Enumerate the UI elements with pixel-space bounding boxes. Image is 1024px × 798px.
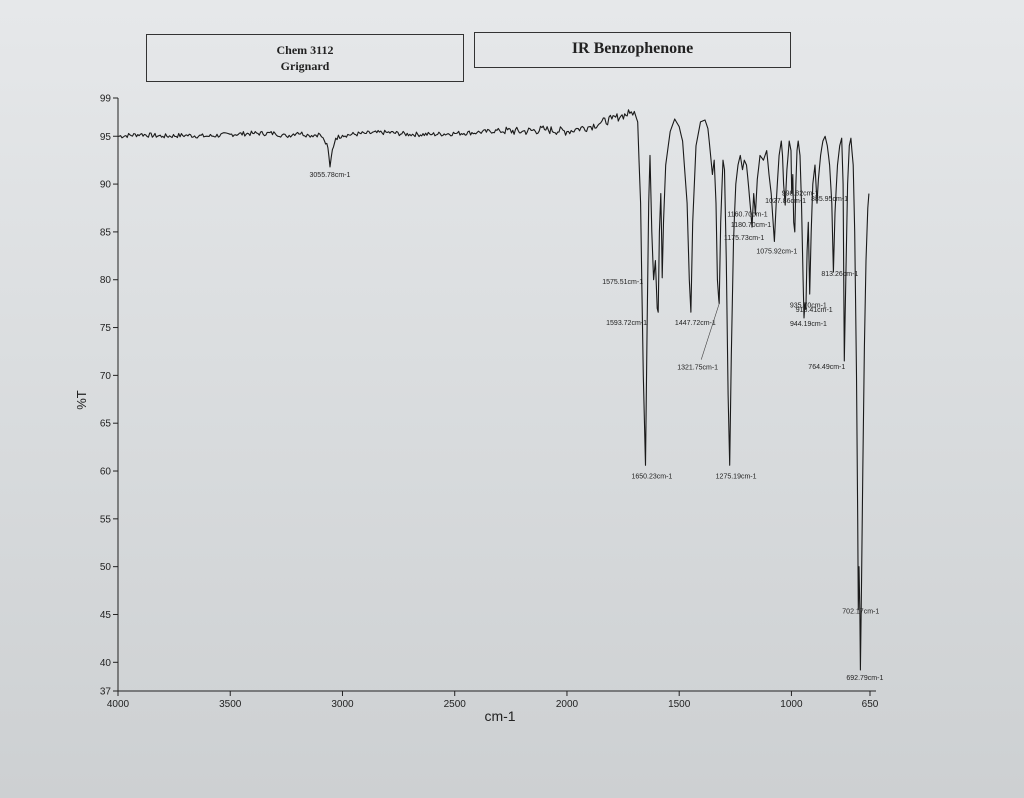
x-tick-label: 1000	[780, 699, 803, 710]
x-tick-label: 2000	[556, 699, 579, 710]
peak-label: 813.26cm-1	[821, 271, 858, 278]
course-label: Chem 3112	[276, 43, 334, 57]
y-tick-label: 40	[100, 658, 112, 669]
y-tick-label: 90	[100, 180, 112, 191]
y-tick-label: 80	[100, 275, 112, 286]
peak-label: 692.79cm-1	[846, 675, 883, 682]
x-tick-label: 2500	[444, 699, 467, 710]
peak-label: 1575.51cm-1	[602, 279, 643, 286]
x-tick-label: 3000	[331, 699, 354, 710]
peak-annotations: 3055.78cm-1 1575.51cm-1 1593.72cm-1 1447.72…	[310, 172, 884, 682]
y-axis-label: %T	[74, 390, 89, 410]
peak-label: 1447.72cm-1	[675, 320, 716, 327]
y-tick-label: 65	[100, 419, 112, 430]
peak-label: 944.19cm-1	[790, 321, 827, 328]
y-tick-label: 45	[100, 610, 112, 621]
spectrum-series	[117, 109, 870, 671]
peak-label: 1175.73cm-1	[724, 235, 764, 242]
peak-label: 885.95cm-1	[811, 196, 848, 203]
x-tick-label: 1500	[668, 699, 691, 710]
experiment-label: Grignard	[280, 59, 330, 73]
peak-label: 1160.70cm-1	[727, 212, 767, 219]
title-box: IR Benzophenone	[474, 32, 791, 68]
peak-label: 1321.75cm-1	[677, 365, 718, 372]
course-info-box: Chem 3112 Grignard	[146, 34, 464, 82]
peak-label: 1593.72cm-1	[606, 320, 647, 327]
annotation-leader	[700, 303, 720, 360]
y-tick-label: 85	[100, 227, 112, 238]
peak-label: 935.70cm-1	[790, 302, 827, 309]
x-tick-label: 3500	[219, 699, 242, 710]
y-tick-label: 60	[100, 467, 112, 478]
y-tick-label: 99	[100, 94, 112, 105]
y-tick-label: 55	[100, 514, 112, 525]
y-tick-label: 75	[100, 323, 112, 334]
peak-label: 1027.86cm-1	[765, 198, 806, 205]
peak-label: 998.82cm-1	[782, 191, 819, 198]
peak-label: 1275.19cm-1	[716, 473, 757, 480]
peak-label: 702.17cm-1	[842, 609, 879, 616]
x-tick-label: 4000	[107, 699, 130, 710]
peak-label: 1075.92cm-1	[756, 248, 797, 255]
x-tick-label: 650	[862, 699, 879, 710]
y-tick-label: 50	[100, 562, 112, 573]
axes	[117, 98, 876, 692]
x-axis-label: cm-1	[484, 708, 516, 724]
y-tick-label: 95	[100, 132, 112, 143]
peak-label: 918.41cm-1	[796, 307, 833, 314]
y-tick-label: 37	[100, 687, 112, 698]
y-axis-ticks: 37 40 45 50 55 60 65 70 75 80 85 90 95 99	[100, 94, 118, 698]
spectrum-line	[117, 109, 870, 671]
y-tick-label: 70	[100, 371, 112, 382]
peak-label: 1180.70cm-1	[731, 222, 771, 229]
x-axis-ticks: 4000 3500 3000 2500 2000 1500 1000 650	[107, 691, 879, 710]
peak-label: 764.49cm-1	[808, 364, 845, 371]
chart-title: IR Benzophenone	[571, 40, 694, 57]
peak-label: 3055.78cm-1	[310, 172, 351, 179]
peak-label: 1650.23cm-1	[631, 473, 672, 480]
